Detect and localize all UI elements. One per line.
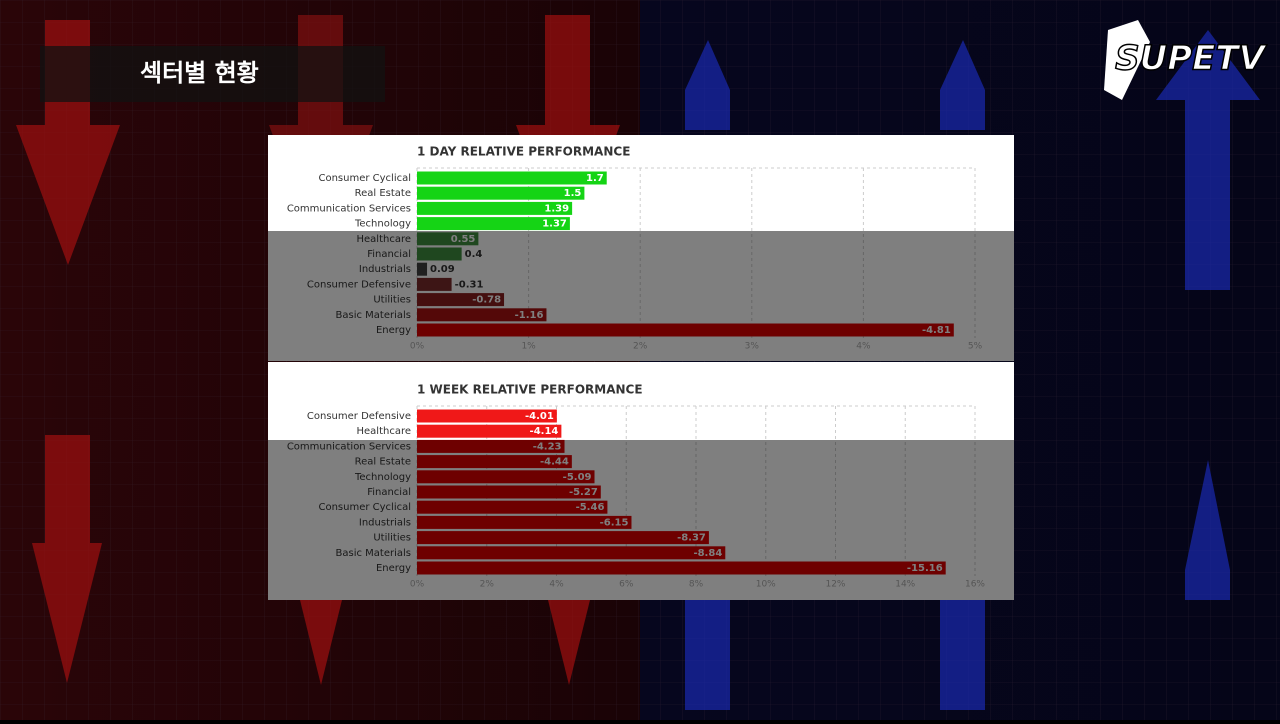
bar: [417, 424, 562, 438]
chart-title: 1 DAY RELATIVE PERFORMANCE: [417, 145, 630, 159]
category-label: Technology: [354, 219, 411, 230]
category-label: Healthcare: [356, 426, 411, 437]
value-label: 1.39: [544, 203, 569, 214]
bar: [417, 217, 570, 231]
chart-title: 1 WEEK RELATIVE PERFORMANCE: [417, 383, 643, 397]
value-label: 1.37: [542, 219, 567, 230]
logo-text: SUPETV: [1115, 39, 1267, 79]
charts: 1 DAY RELATIVE PERFORMANCE0%1%2%3%4%5%Co…: [268, 135, 1014, 600]
category-label: Consumer Defensive: [307, 411, 411, 422]
category-label: Consumer Cyclical: [318, 173, 411, 184]
dim-overlay: [268, 231, 1014, 361]
category-label: Real Estate: [355, 188, 411, 199]
page-title: 섹터별 현황: [140, 59, 259, 87]
value-label: 1.7: [586, 173, 604, 184]
value-label: -4.01: [525, 411, 554, 422]
logo: SUPETV: [1104, 20, 1268, 100]
bar: [417, 171, 607, 185]
value-label: 1.5: [564, 188, 582, 199]
title-box: [40, 46, 385, 102]
bar: [417, 409, 557, 423]
bar: [417, 186, 585, 200]
dim-overlay: [268, 440, 1014, 600]
category-label: Communication Services: [287, 203, 411, 214]
bar: [417, 201, 573, 215]
value-label: -4.14: [530, 426, 559, 437]
